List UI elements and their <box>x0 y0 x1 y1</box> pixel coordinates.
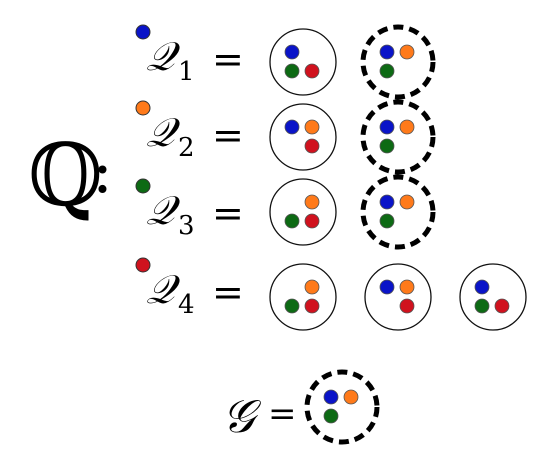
goal-set-circle <box>304 369 380 445</box>
blue-dot <box>379 44 395 60</box>
green-dot <box>474 298 490 314</box>
query-row-2: 𝒬 2 = <box>135 99 436 175</box>
green-dot <box>284 213 300 229</box>
goal-symbol: 𝒢 <box>222 389 262 443</box>
blue-dot <box>284 44 300 60</box>
orange-dot <box>304 279 320 295</box>
orange-dot <box>399 44 415 60</box>
blue-dot <box>379 119 395 135</box>
row-1-sets <box>269 24 436 100</box>
set-ring <box>269 103 337 171</box>
row-3-symbol: 𝒬 <box>146 188 181 234</box>
dashed-set-ring <box>304 369 380 445</box>
orange-dot <box>304 119 320 135</box>
red-dot <box>304 138 320 154</box>
row-2-sets <box>269 99 436 175</box>
query-row-4: 𝒬 4 = <box>135 257 527 331</box>
set-symbol: ℚ <box>28 126 103 226</box>
row-3-sets <box>269 174 436 250</box>
row-3-subscript: 3 <box>178 211 195 241</box>
green-dot <box>284 298 300 314</box>
orange-dot <box>399 194 415 210</box>
set-ring <box>269 263 337 331</box>
row-1-set-1 <box>269 28 337 96</box>
orange-dot <box>399 119 415 135</box>
row-2-symbol: 𝒬 <box>146 110 181 156</box>
row-2-subscript: 2 <box>178 133 195 163</box>
set-ring <box>459 263 527 331</box>
row-3-color-marker <box>135 178 151 194</box>
orange-dot <box>399 279 415 295</box>
red-dot <box>304 63 320 79</box>
green-dot <box>379 213 395 229</box>
red-dot <box>304 298 320 314</box>
row-2-set-1 <box>269 103 337 171</box>
goal-set <box>304 369 380 445</box>
blue-dot <box>323 389 339 405</box>
row-4-sets <box>269 263 527 331</box>
row-1-subscript: 1 <box>178 57 195 87</box>
goal-equals: = <box>268 394 297 434</box>
red-dot <box>399 298 415 314</box>
row-4-set-3 <box>459 263 527 331</box>
green-dot <box>379 138 395 154</box>
row-2-equals: = <box>212 113 244 157</box>
row-2-set-2 <box>360 99 436 175</box>
row-3-equals: = <box>212 191 244 235</box>
row-4-set-2 <box>364 263 432 331</box>
query-row-3: 𝒬 3 = <box>135 174 436 250</box>
red-dot <box>304 213 320 229</box>
orange-dot <box>343 389 359 405</box>
set-ring <box>269 178 337 246</box>
green-dot <box>323 408 339 424</box>
blue-dot <box>474 279 490 295</box>
row-2-color-marker <box>135 100 151 116</box>
dashed-set-ring <box>360 99 436 175</box>
set-ring <box>364 263 432 331</box>
set-ring <box>269 28 337 96</box>
row-4-symbol: 𝒬 <box>146 267 181 313</box>
set-colon: : <box>92 134 113 207</box>
row-1-set-2 <box>360 24 436 100</box>
dashed-set-ring <box>360 174 436 250</box>
row-4-color-marker <box>135 257 151 273</box>
blue-dot <box>284 119 300 135</box>
red-dot <box>494 298 510 314</box>
row-3-set-1 <box>269 178 337 246</box>
goal-row: 𝒢 = <box>222 369 380 445</box>
orange-dot <box>304 194 320 210</box>
green-dot <box>379 63 395 79</box>
blue-dot <box>379 194 395 210</box>
row-4-equals: = <box>212 270 244 314</box>
query-row-1: 𝒬 1 = <box>135 24 436 100</box>
row-3-set-2 <box>360 174 436 250</box>
row-1-color-marker <box>135 24 151 40</box>
row-4-subscript: 4 <box>178 290 195 320</box>
dashed-set-ring <box>360 24 436 100</box>
blue-dot <box>379 279 395 295</box>
row-1-symbol: 𝒬 <box>146 34 181 80</box>
green-dot <box>284 63 300 79</box>
row-4-set-1 <box>269 263 337 331</box>
row-1-equals: = <box>212 37 244 81</box>
